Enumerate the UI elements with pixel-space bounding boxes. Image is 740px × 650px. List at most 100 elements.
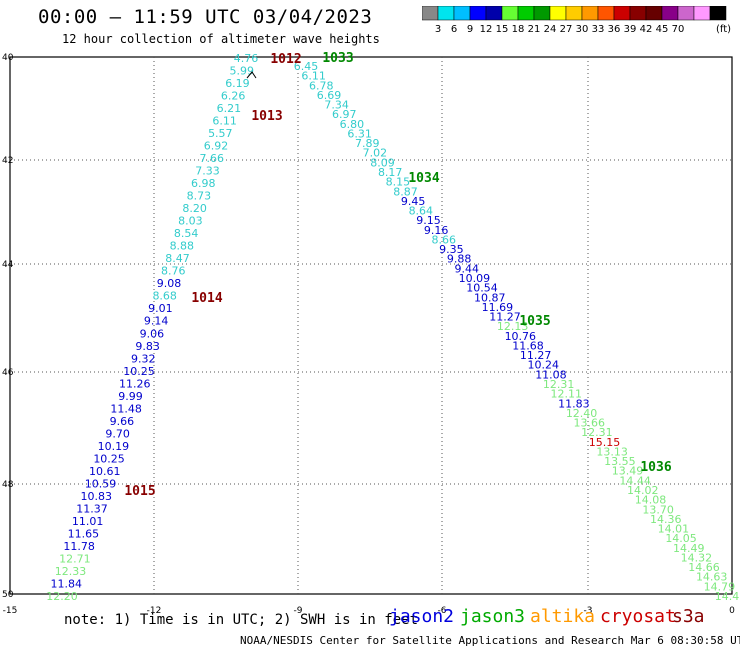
legend-label: 70: [672, 24, 685, 35]
swh-value: 7.33: [195, 165, 220, 178]
legend-unit: (ft): [716, 24, 731, 35]
color-legend: 3 6 9 12 15 18 21 24 27 30 33 36 39 42 45 70 (ft): [422, 6, 731, 35]
pressure-label: 1034: [408, 171, 439, 186]
swh-value: 8.54: [174, 227, 199, 240]
swh-value: 8.87: [393, 185, 418, 198]
swh-value: 13.66: [573, 417, 605, 430]
legend-label: 3: [435, 24, 441, 35]
swh-value: 14.79: [704, 580, 736, 593]
y-tick-label: 46: [2, 368, 14, 378]
swh-value: 8.88: [170, 240, 195, 253]
satellite-legend-item: jason2: [389, 606, 455, 627]
y-tick-label: 50: [2, 590, 14, 600]
swh-value: 12.31: [581, 426, 613, 439]
swh-value: 8.76: [161, 265, 186, 278]
swh-value: 10.09: [459, 272, 491, 285]
x-tick-label: 0: [729, 606, 735, 616]
legend-swatch: [709, 6, 727, 21]
swh-value: 7.66: [200, 152, 225, 165]
swh-value: 10.61: [89, 465, 121, 478]
swh-value: 14.02: [627, 484, 659, 497]
swh-value: 6.26: [221, 90, 246, 103]
swh-value: 12.13: [497, 320, 529, 333]
legend-label: 24: [544, 24, 557, 35]
pressure-label: 1014: [191, 291, 222, 306]
swh-value: 6.92: [204, 140, 229, 153]
footer-note: note: 1) Time is in UTC; 2) SWH is in fe…: [64, 612, 419, 628]
swh-value: 11.68: [512, 339, 544, 352]
y-tick-label: 44: [2, 260, 14, 270]
swh-value: 9.08: [157, 277, 182, 290]
swh-value: 11.83: [558, 397, 590, 410]
swh-value: 7.34: [324, 99, 349, 112]
swh-value: 9.32: [131, 352, 156, 365]
swh-value: 14.36: [650, 513, 682, 526]
swh-value: 12.11: [551, 388, 583, 401]
x-tick-label: -6: [438, 606, 447, 616]
swh-value: 9.66: [110, 415, 135, 428]
swh-value: 6.78: [309, 79, 334, 92]
swh-value: 8.20: [182, 202, 207, 215]
pressure-label: 1036: [640, 460, 671, 475]
y-tick-label: 48: [2, 480, 14, 490]
swh-value: 8.47: [165, 252, 190, 265]
satellite-legend-item: altika: [530, 606, 596, 627]
swh-value: 6.11: [301, 70, 326, 83]
swh-value: 10.54: [466, 282, 498, 295]
legend-label: 12: [480, 24, 493, 35]
x-tick-label: -15: [3, 606, 18, 616]
swh-value: 8.09: [370, 156, 395, 169]
swh-value: 8.73: [187, 190, 212, 203]
x-tick-label: -12: [147, 606, 162, 616]
legend-label: 9: [467, 24, 473, 35]
pressure-label: 1012: [270, 52, 301, 67]
satellite-legend-item: s3a: [672, 606, 705, 627]
swh-value: 7.02: [363, 147, 388, 160]
pressure-label: 1035: [519, 314, 550, 329]
page-subtitle: 12 hour collection of altimeter wave hei…: [62, 32, 380, 46]
swh-value: 9.15: [416, 214, 441, 227]
swh-value: 11.78: [63, 540, 95, 553]
swh-value: 14.49: [673, 542, 705, 555]
swh-value: 14.44: [619, 474, 651, 487]
legend-label: 30: [576, 24, 589, 35]
swh-value: 9.14: [144, 315, 169, 328]
swh-value: 9.35: [439, 243, 464, 256]
y-tick-label: 42: [2, 156, 13, 166]
swh-value: 11.27: [520, 349, 552, 362]
x-tick-label: -9: [294, 606, 303, 616]
swh-value: 14.66: [688, 561, 720, 574]
swh-value: 13.70: [642, 503, 674, 516]
swh-value: 10.87: [474, 291, 506, 304]
legend-label: 15: [496, 24, 509, 35]
swh-value: 8.17: [378, 166, 403, 179]
pressure-label: 1013: [251, 109, 282, 124]
swh-value: 9.01: [148, 302, 173, 315]
swh-value: 6.98: [191, 177, 216, 190]
swh-value: 11.37: [76, 502, 108, 515]
swh-value: 9.88: [447, 253, 472, 266]
swh-value: 8.64: [409, 205, 434, 218]
swh-value: 15.15: [589, 436, 621, 449]
swh-value: 6.19: [225, 77, 250, 90]
swh-value: 11.69: [482, 301, 514, 314]
legend-label: 18: [512, 24, 525, 35]
legend-label: 6: [451, 24, 457, 35]
swh-value: 13.55: [604, 455, 636, 468]
swh-value: 11.01: [72, 515, 104, 528]
swh-value: 10.83: [80, 490, 112, 503]
swh-value: 13.49: [612, 465, 644, 478]
swh-value: 14.08: [635, 494, 667, 507]
satellite-legend-item: cryosat: [600, 606, 676, 627]
swh-value: 10.19: [98, 440, 130, 453]
legend-label: 39: [624, 24, 637, 35]
swh-value: 12.71: [59, 552, 91, 565]
swh-value: 11.08: [535, 368, 567, 381]
legend-label: 27: [560, 24, 573, 35]
swh-value: 10.24: [528, 359, 560, 372]
swh-value: 14.4: [715, 590, 740, 603]
swh-value: 11.26: [119, 377, 151, 390]
swh-value: 12.31: [543, 378, 575, 391]
swh-value: 6.80: [340, 118, 365, 131]
